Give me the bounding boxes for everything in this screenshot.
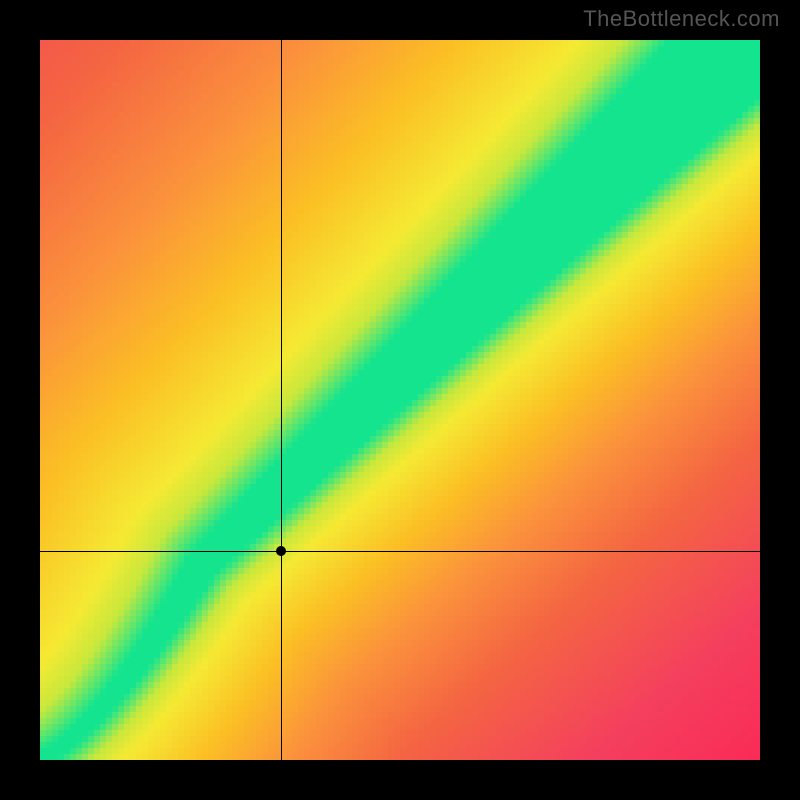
chart-container: TheBottleneck.com	[0, 0, 800, 800]
plot-area	[40, 40, 760, 760]
watermark-text: TheBottleneck.com	[583, 6, 780, 32]
heatmap-canvas	[40, 40, 760, 760]
